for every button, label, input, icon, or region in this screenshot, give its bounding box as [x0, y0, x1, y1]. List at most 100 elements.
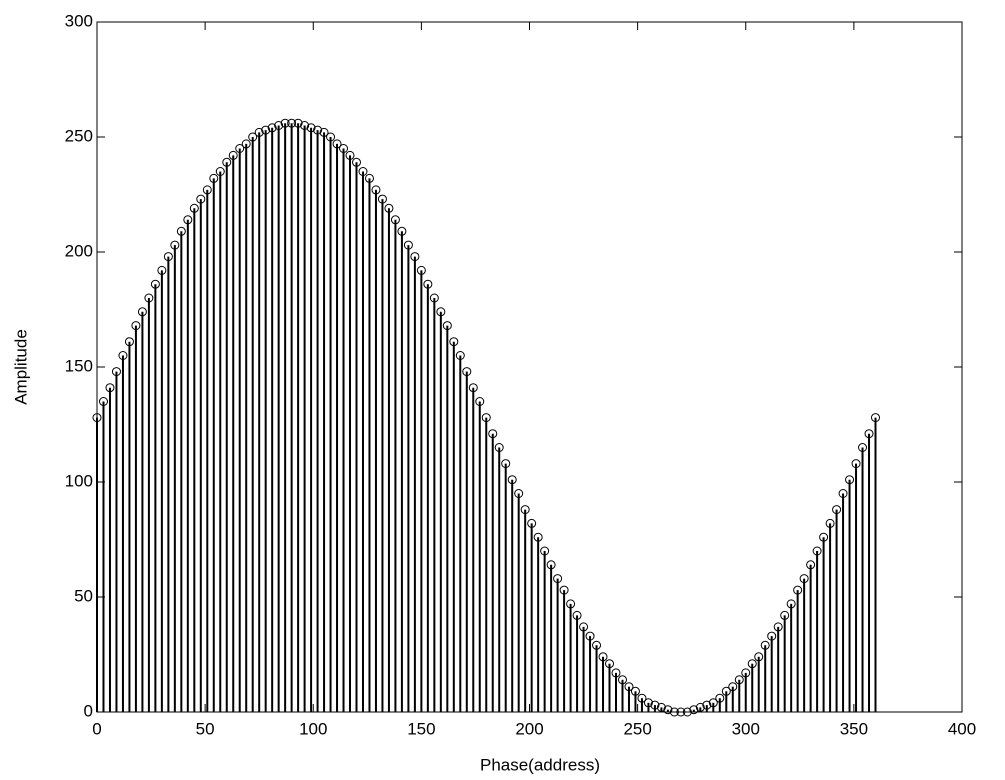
stem-marker — [747, 659, 757, 669]
stem-marker — [520, 505, 530, 515]
stem-marker — [261, 125, 271, 135]
x-tick-label: 250 — [623, 719, 651, 738]
stem-marker — [254, 127, 264, 137]
stem-marker — [163, 252, 173, 262]
stem-marker — [131, 321, 141, 331]
stem-marker — [540, 546, 550, 556]
stem-marker — [832, 505, 842, 515]
stem-marker — [760, 640, 770, 650]
stem-marker — [442, 321, 452, 331]
stem-marker — [481, 413, 491, 423]
stem-marker — [806, 560, 816, 570]
stem-marker — [462, 367, 472, 377]
stem-marker — [799, 574, 809, 584]
stem-marker — [429, 293, 439, 303]
stem-marker — [585, 631, 595, 641]
x-tick-label: 350 — [840, 719, 868, 738]
stem-marker — [397, 226, 407, 236]
stem-marker — [449, 337, 459, 347]
stem-marker — [215, 167, 225, 176]
y-tick-label: 300 — [65, 11, 93, 30]
stem-marker — [689, 705, 699, 715]
stem-marker — [319, 127, 329, 137]
stem-marker — [377, 194, 387, 204]
stem-marker — [527, 518, 537, 528]
x-tick-label: 200 — [515, 719, 543, 738]
stem-marker — [157, 265, 167, 275]
stem-marker — [475, 397, 485, 406]
stem-marker — [300, 121, 310, 130]
stem-marker — [352, 157, 361, 167]
stem-marker — [371, 185, 381, 195]
stem-marker — [669, 707, 679, 717]
stem-marker — [196, 194, 206, 204]
stem-marker — [235, 144, 245, 153]
stem-marker — [663, 705, 673, 715]
y-tick-label: 150 — [65, 356, 93, 375]
stem-marker — [819, 532, 829, 542]
stem-marker — [812, 546, 822, 556]
stem-marker — [858, 443, 868, 452]
stem-marker — [793, 585, 803, 595]
stem-marker — [650, 700, 660, 710]
stem-marker — [579, 622, 589, 632]
stem-marker — [838, 489, 848, 498]
stem-marker — [183, 215, 193, 225]
stem-marker — [611, 668, 621, 678]
y-tick-label: 0 — [84, 701, 93, 720]
stem-marker — [656, 702, 666, 712]
y-axis-label: Amplitude — [11, 329, 30, 405]
stem-marker — [403, 240, 413, 250]
stem-marker — [637, 693, 647, 703]
stem-marker — [845, 475, 855, 485]
stem-marker — [358, 167, 368, 176]
stem-marker — [507, 475, 517, 485]
stem-marker — [754, 652, 764, 662]
stem-marker — [98, 397, 108, 406]
y-tick-label: 200 — [65, 241, 93, 260]
stem-marker — [92, 413, 102, 423]
stem-marker — [267, 123, 277, 133]
stem-marker — [287, 118, 297, 128]
stem-marker — [533, 532, 543, 542]
stem-marker — [780, 610, 790, 620]
stem-marker — [248, 132, 258, 142]
stem-marker — [390, 215, 400, 225]
stem-marker — [767, 631, 777, 641]
x-tick-label: 150 — [407, 719, 435, 738]
stem-marker — [643, 698, 653, 708]
stem-marker — [150, 279, 160, 289]
stem-marker — [514, 489, 524, 498]
x-tick-label: 0 — [92, 719, 101, 738]
stem-marker — [410, 252, 420, 262]
stem-marker — [326, 132, 336, 142]
x-tick-label: 300 — [732, 719, 760, 738]
stem-marker — [332, 139, 342, 149]
y-tick-label: 250 — [65, 126, 93, 145]
stem-marker — [423, 279, 433, 289]
stem-marker — [111, 367, 121, 377]
stem-marker — [617, 675, 627, 685]
stem-marker — [566, 599, 576, 609]
stem-marker — [280, 118, 290, 128]
stem-marker — [592, 640, 602, 650]
stem-marker — [864, 429, 874, 439]
stem-marker — [546, 560, 556, 570]
stem-marker — [364, 173, 374, 183]
stem-marker — [137, 307, 147, 317]
stem-marker — [695, 702, 705, 712]
stem-marker — [598, 652, 608, 662]
stem-marker — [851, 459, 861, 469]
stem-marker — [605, 659, 615, 669]
x-tick-label: 100 — [299, 719, 327, 738]
stem-marker — [501, 459, 511, 469]
x-tick-label: 50 — [196, 719, 215, 738]
x-tick-label: 400 — [948, 719, 976, 738]
stem-marker — [144, 293, 154, 303]
stem-marker — [416, 265, 426, 275]
stem-marker — [786, 599, 796, 609]
stem-marker — [871, 413, 880, 423]
stem-marker — [241, 139, 251, 149]
stem-marker — [436, 307, 446, 317]
stem-marker — [202, 185, 212, 195]
